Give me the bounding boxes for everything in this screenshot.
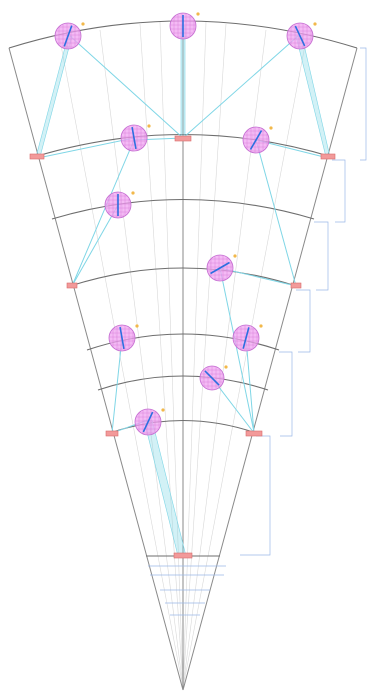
dimension-bracket <box>296 289 311 353</box>
dimension-lines <box>148 47 367 616</box>
arc-ring <box>69 267 297 287</box>
connection-line <box>255 139 297 287</box>
connection-line <box>69 35 184 139</box>
guide-line <box>182 39 307 689</box>
node-marker-dot <box>233 254 237 258</box>
connection-line <box>71 204 119 287</box>
guide-line <box>159 21 184 689</box>
dimension-bracket <box>240 435 271 556</box>
guide-line <box>59 39 184 689</box>
connection-line <box>37 137 135 159</box>
node-needle <box>204 370 220 386</box>
connection-line <box>111 337 123 434</box>
guide-line <box>139 23 184 689</box>
anchor-marker <box>245 430 263 437</box>
connection-line <box>245 337 255 434</box>
node <box>108 324 139 352</box>
node-marker-dot <box>135 324 139 328</box>
left-edge <box>8 47 184 691</box>
anchor-marker <box>290 282 302 289</box>
guide-line <box>182 23 227 689</box>
dimension-bracket <box>360 47 367 161</box>
node-marker-dot <box>147 124 151 128</box>
connection-fan <box>180 25 186 139</box>
anchor-marker <box>66 282 78 289</box>
node-needle <box>210 261 230 275</box>
anchor-marker <box>29 153 45 160</box>
node <box>169 12 200 40</box>
anchor-marker <box>320 153 336 160</box>
dimension-bracket <box>279 351 293 437</box>
node-needle <box>131 127 137 149</box>
node-needle <box>242 327 250 349</box>
node-marker-dot <box>224 365 228 369</box>
arc-ring <box>51 199 315 220</box>
node <box>199 365 228 391</box>
node <box>242 126 273 154</box>
node-marker-dot <box>259 324 263 328</box>
anchor-marker <box>173 552 193 559</box>
connection-line <box>182 35 299 139</box>
connection-line <box>71 139 135 287</box>
node <box>104 191 135 219</box>
node-marker-dot <box>313 22 317 26</box>
node-needle <box>63 25 73 47</box>
node-needle <box>249 130 263 150</box>
node-needle <box>142 411 154 433</box>
nodes <box>54 12 317 436</box>
faint-guides <box>59 21 307 689</box>
node-marker-dot <box>131 191 135 195</box>
anchor-marker <box>105 430 119 437</box>
node <box>232 324 263 352</box>
connection-fan <box>35 35 73 158</box>
anchors <box>29 135 336 559</box>
anchor-marker <box>174 135 192 142</box>
node-needle <box>119 327 125 349</box>
connection-fan <box>143 419 187 557</box>
node <box>120 124 151 152</box>
dimension-bracket <box>314 221 329 291</box>
dimension-bracket <box>332 159 346 223</box>
arc-ring <box>97 375 269 391</box>
guide-line <box>182 21 207 689</box>
node <box>54 22 85 50</box>
connection-line <box>219 267 255 433</box>
node-marker-dot <box>161 408 165 412</box>
node-marker-dot <box>196 12 200 16</box>
node <box>134 408 165 436</box>
arc-ring <box>33 133 333 158</box>
node <box>206 254 237 282</box>
node <box>286 22 317 50</box>
node-marker-dot <box>269 126 273 130</box>
connection-fan <box>295 35 331 158</box>
node-needle <box>294 25 306 47</box>
node-marker-dot <box>81 22 85 26</box>
